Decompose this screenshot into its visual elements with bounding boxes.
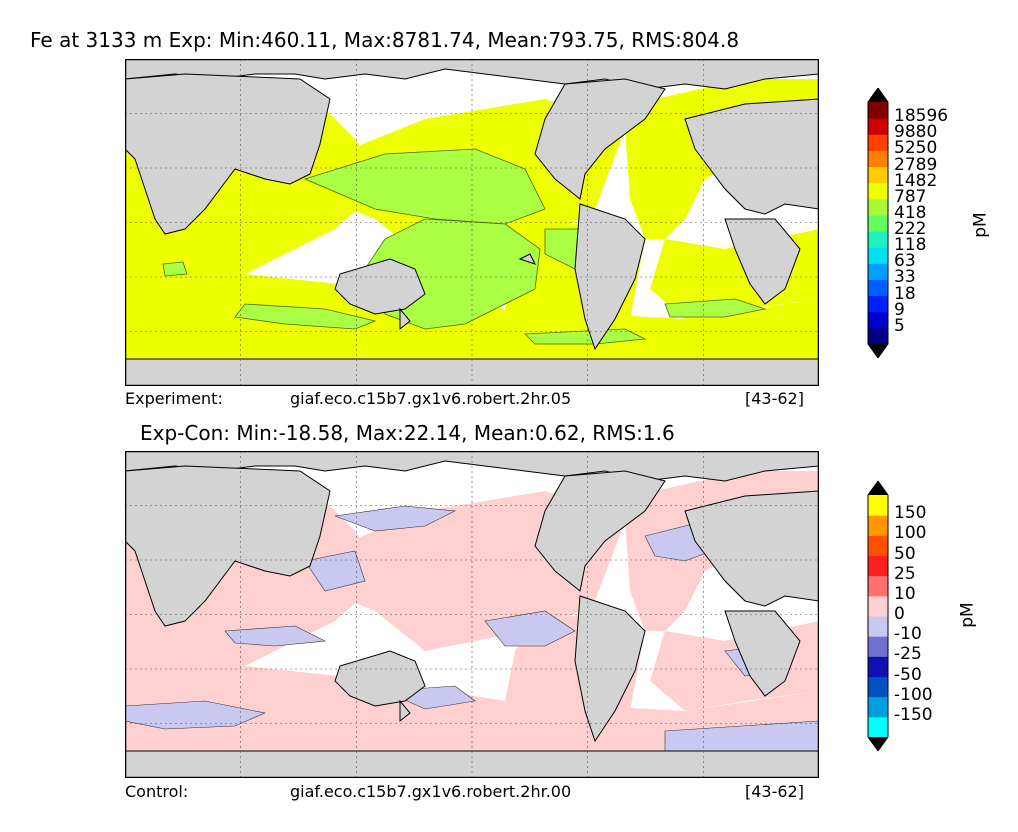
top-colorbar-tick-label: 787	[894, 186, 927, 207]
bottom-colorbar-swatch	[868, 495, 888, 516]
top-caption-center: giaf.eco.c15b7.gx1v6.robert.2hr.05	[290, 389, 572, 408]
top-colorbar-tick-label: 9	[894, 299, 905, 320]
bottom-colorbar-tick-label: 50	[894, 543, 916, 564]
bottom-caption-left: Control:	[125, 782, 189, 801]
top-colorbar-swatch	[868, 102, 888, 119]
top-colorbar-tick-label: 5250	[894, 138, 938, 159]
bottom-colorbar-swatch	[868, 656, 888, 677]
bottom-colorbar-tick-label: -50	[894, 664, 922, 685]
land	[125, 59, 819, 386]
top-colorbar-unit: pM	[970, 212, 991, 238]
top-colorbar-swatch	[868, 327, 888, 345]
top-colorbar	[867, 88, 889, 358]
top-colorbar-tick-label: 222	[894, 219, 927, 240]
bottom-colorbar-swatch	[868, 696, 888, 718]
bottom-colorbar-swatch	[868, 636, 888, 657]
top-panel-title: Fe at 3133 m Exp: Min:460.11, Max:8781.7…	[30, 28, 740, 52]
bottom-panel-title: Exp-Con: Min:-18.58, Max:22.14, Mean:0.6…	[140, 421, 675, 445]
top-colorbar-swatch	[868, 231, 888, 248]
bottom-colorbar-tick-label: 100	[894, 523, 927, 544]
bottom-colorbar-frame	[867, 481, 889, 751]
bottom-colorbar-tick-label: 150	[894, 503, 927, 524]
top-colorbar-tick-label: 118	[894, 235, 927, 256]
top-caption-right: [43-62]	[745, 389, 804, 408]
top-colorbar-tick-label: 33	[894, 267, 916, 288]
graticule	[125, 59, 819, 386]
top-colorbar-swatch	[868, 247, 888, 264]
bottom-colorbar-tick-label: 25	[894, 563, 916, 584]
top-colorbar-swatch	[868, 295, 888, 313]
top-colorbar-swatch	[868, 263, 888, 280]
top-colorbar-swatch	[868, 182, 888, 200]
bottom-colorbar-swatch	[868, 716, 888, 738]
bottom-colorbar-swatch	[868, 515, 888, 536]
top-colorbar-swatch	[868, 118, 888, 135]
bottom-colorbar-swatch	[868, 676, 888, 698]
bottom-colorbar	[867, 481, 889, 751]
bottom-caption-center: giaf.eco.c15b7.gx1v6.robert.2hr.00	[290, 782, 572, 801]
top-colorbar-tick-label: 63	[894, 251, 916, 272]
top-colorbar-under-arrow	[868, 344, 888, 358]
bottom-colorbar-tick-label: -10	[894, 624, 922, 645]
top-colorbar-swatch	[868, 134, 888, 151]
bottom-colorbar-swatch	[868, 575, 888, 597]
bottom-colorbar-tick-label: -100	[894, 684, 933, 705]
top-colorbar-frame	[867, 88, 889, 358]
top-colorbar-tick-label: 5	[894, 315, 905, 336]
top-colorbar-swatch	[868, 166, 888, 184]
top-colorbar-swatch	[868, 279, 888, 297]
bottom-colorbar-under-arrow	[868, 737, 888, 751]
bottom-colorbar-tick-label: -150	[894, 704, 933, 725]
bottom-colorbar-swatch	[868, 616, 888, 637]
top-colorbar-swatch	[868, 311, 888, 329]
top-colorbar-tick-label: 2789	[894, 154, 938, 175]
bottom-map-difference	[125, 451, 819, 778]
top-colorbar-tick-label: 418	[894, 202, 927, 223]
top-caption-left: Experiment:	[125, 389, 223, 408]
top-colorbar-over-arrow	[868, 88, 888, 102]
top-colorbar-tick-label: 18596	[894, 106, 949, 127]
top-map-experiment	[125, 59, 819, 386]
top-colorbar-swatch	[868, 150, 888, 168]
top-colorbar-swatch	[868, 214, 888, 232]
top-colorbar-swatch	[868, 198, 888, 216]
bottom-colorbar-unit: pM	[957, 602, 978, 628]
bottom-colorbar-tick-label: 0	[894, 604, 905, 624]
bottom-colorbar-tick-label: -25	[894, 644, 922, 665]
top-colorbar-tick-label: 9880	[894, 122, 938, 143]
bottom-colorbar-over-arrow	[868, 481, 888, 495]
bottom-colorbar-swatch	[868, 535, 888, 556]
bottom-caption-right: [43-62]	[745, 782, 804, 801]
top-colorbar-tick-label: 18	[894, 283, 916, 304]
bottom-colorbar-swatch	[868, 595, 888, 617]
bottom-colorbar-swatch	[868, 555, 888, 577]
top-colorbar-tick-label: 1482	[894, 170, 938, 191]
graticule	[125, 451, 819, 778]
bottom-colorbar-tick-label: 10	[894, 583, 916, 604]
